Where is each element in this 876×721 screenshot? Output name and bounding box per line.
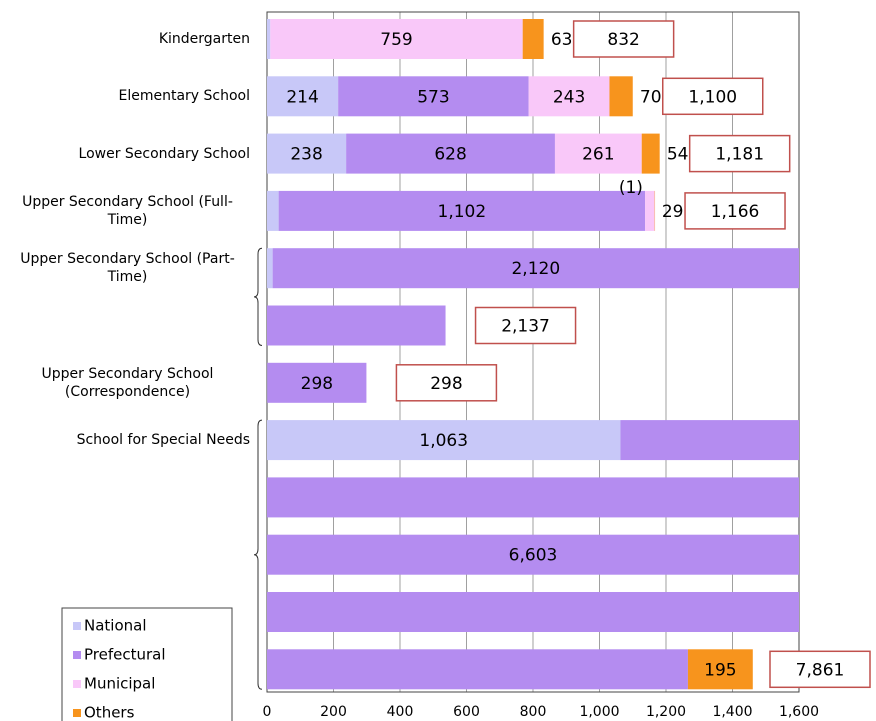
category-label: Lower Secondary School bbox=[5, 145, 250, 163]
bar-segment bbox=[278, 190, 646, 231]
category-text: Elementary School bbox=[118, 88, 250, 105]
x-tick-label: 1,400 bbox=[712, 704, 752, 720]
bar-segment bbox=[554, 133, 642, 174]
legend-label: Municipal bbox=[84, 675, 155, 693]
value-label: 6,603 bbox=[509, 546, 558, 566]
category-label: Elementary School bbox=[5, 87, 250, 105]
x-tick-label: 800 bbox=[520, 704, 547, 720]
x-tick-label: 600 bbox=[453, 704, 480, 720]
total-box bbox=[662, 77, 764, 116]
bar-segment bbox=[645, 190, 655, 231]
bar-segment bbox=[641, 133, 660, 174]
total-box bbox=[395, 364, 498, 402]
value-label: 573 bbox=[417, 87, 449, 107]
value-label: 298 bbox=[301, 374, 333, 394]
legend-swatch bbox=[73, 680, 81, 688]
total-box bbox=[688, 134, 791, 173]
bar-segment bbox=[267, 248, 273, 289]
value-label: 214 bbox=[286, 87, 318, 107]
category-text: Upper Secondary School (Correspondence) bbox=[41, 365, 214, 400]
value-label: 238 bbox=[290, 145, 322, 165]
x-tick-label: 0 bbox=[263, 704, 272, 720]
legend-swatch bbox=[73, 622, 81, 630]
total-label: 2,137 bbox=[501, 317, 550, 337]
legend-label: Others bbox=[84, 704, 135, 721]
category-label: Kindergarten bbox=[5, 30, 250, 48]
x-tick-label: 1,000 bbox=[579, 704, 619, 720]
bar-segment bbox=[687, 649, 753, 690]
bar-segment bbox=[267, 420, 621, 461]
legend-box bbox=[61, 607, 233, 721]
x-tick-label: 1,200 bbox=[646, 704, 686, 720]
value-label: 29 bbox=[662, 202, 684, 222]
value-label: 759 bbox=[380, 30, 412, 50]
category-label: School for Special Needs bbox=[5, 431, 250, 449]
category-text: Upper Secondary School (Part-Time) bbox=[20, 251, 235, 286]
bar-segment bbox=[267, 362, 367, 403]
value-label: 195 bbox=[704, 660, 736, 680]
total-label: 7,861 bbox=[796, 660, 845, 680]
category-text: School for Special Needs bbox=[76, 432, 250, 449]
total-box bbox=[684, 192, 786, 230]
value-label: 63 bbox=[551, 30, 573, 50]
value-label: 2,120 bbox=[511, 259, 560, 279]
value-label: 1,102 bbox=[438, 202, 487, 222]
bar-segment bbox=[267, 649, 688, 690]
bar-segment bbox=[338, 76, 529, 117]
value-label: 628 bbox=[434, 145, 466, 165]
bar-segment bbox=[267, 76, 339, 117]
total-label: 1,166 bbox=[711, 202, 760, 222]
total-label: 1,181 bbox=[715, 145, 764, 165]
value-label: (1) bbox=[619, 178, 643, 198]
total-label: 1,100 bbox=[688, 87, 737, 107]
category-label: Upper Secondary School (Full-Time) bbox=[5, 193, 250, 229]
bar-segment bbox=[609, 76, 633, 117]
category-text: Lower Secondary School bbox=[78, 145, 250, 162]
total-box bbox=[769, 650, 871, 689]
bar-segment bbox=[267, 592, 799, 632]
category-label: Upper Secondary School (Correspondence) bbox=[5, 365, 250, 401]
value-label: 243 bbox=[553, 87, 585, 107]
x-tick-label: 1,600 bbox=[779, 704, 819, 720]
bar-segment bbox=[267, 190, 279, 231]
brace bbox=[253, 247, 263, 346]
legend-swatch bbox=[73, 709, 81, 717]
bar-segment bbox=[267, 133, 347, 174]
brace bbox=[253, 419, 263, 690]
bar-segment bbox=[267, 477, 799, 518]
bar-segment bbox=[267, 534, 799, 575]
total-box bbox=[572, 20, 675, 58]
value-label: 261 bbox=[582, 145, 614, 165]
category-text: Kindergarten bbox=[158, 31, 250, 47]
legend-label: Prefectural bbox=[84, 646, 166, 664]
bar-segment bbox=[267, 305, 446, 346]
plot-frame bbox=[266, 11, 800, 693]
total-box bbox=[474, 306, 577, 345]
x-tick-label: 400 bbox=[387, 704, 414, 720]
bar-segment bbox=[267, 19, 271, 59]
bar-segment bbox=[272, 248, 800, 289]
category-text: Upper Secondary School (Full-Time) bbox=[22, 193, 233, 228]
value-label: 54 bbox=[667, 145, 689, 165]
x-tick-label: 200 bbox=[320, 704, 347, 720]
bar-segment bbox=[270, 19, 523, 59]
value-label: 1,063 bbox=[419, 431, 468, 451]
legend-label: National bbox=[84, 617, 147, 635]
bar-segment bbox=[528, 76, 610, 117]
bar-segment bbox=[346, 133, 555, 174]
legend-swatch bbox=[73, 651, 81, 659]
total-label: 298 bbox=[430, 374, 462, 394]
bar-segment bbox=[620, 420, 799, 461]
category-label: Upper Secondary School (Part-Time) bbox=[5, 250, 250, 286]
value-label: 70 bbox=[640, 87, 662, 107]
bar-segment bbox=[522, 19, 544, 59]
total-label: 832 bbox=[607, 30, 639, 50]
